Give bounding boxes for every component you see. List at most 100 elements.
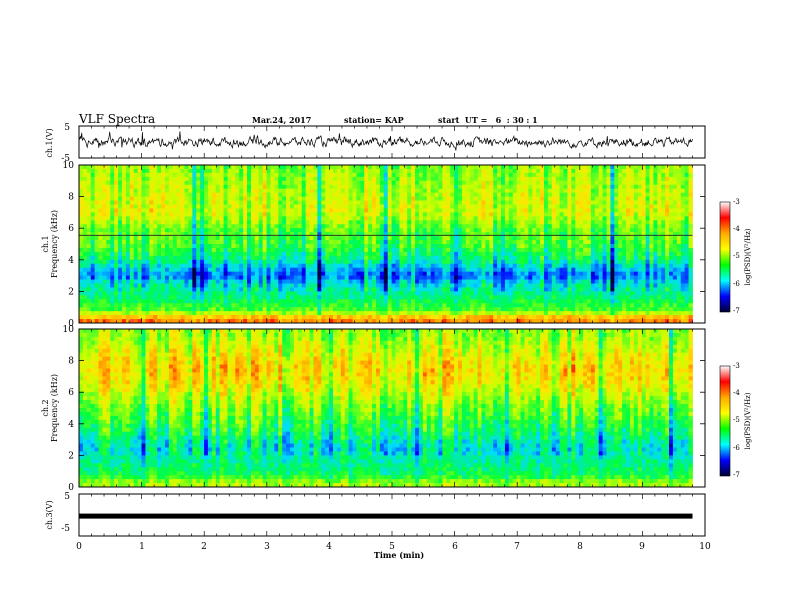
ch1-spectrogram-cell (184, 287, 189, 292)
ch1-spectrogram-cell (102, 192, 107, 197)
ch1-spectrogram-cell (211, 192, 217, 197)
ch1-spectrogram-cell (461, 232, 467, 237)
ch1-spectrogram-cell (192, 212, 197, 217)
ch1-spectrogram-cell (321, 228, 326, 233)
ch1-spectrogram-cell (379, 236, 385, 241)
ch1-spectrogram-cell (129, 263, 135, 269)
ch1-spectrogram-cell (164, 263, 170, 269)
ch1-spectrogram-cell (594, 168, 600, 174)
ch1-spectrogram-cell (211, 240, 217, 245)
ch1-spectrogram-cell (665, 168, 670, 174)
ch1-spectrogram-cell (94, 184, 99, 190)
ch1-spectrogram-cell (375, 192, 381, 197)
ch1-spectrogram-cell (360, 275, 365, 280)
ch1-spectrogram-cell (133, 204, 139, 209)
ch1-spectrogram-cell (168, 267, 174, 273)
ch1-spectrogram-cell (305, 251, 310, 257)
ch1-spectrogram-cell (114, 283, 119, 288)
ch1-spectrogram-cell (348, 192, 353, 197)
ch1-spectrogram-cell (149, 228, 154, 233)
ch1-spectrogram-cell (438, 287, 443, 292)
ch1-spectrogram-cell (125, 259, 131, 265)
ch1-spectrogram-cell (379, 267, 385, 273)
ch1-spectrogram-cell (352, 244, 357, 249)
ch1-spectrogram-cell (153, 192, 158, 197)
ch1-spectrogram-cell (325, 259, 330, 265)
ch1-spectrogram-cell (192, 165, 197, 170)
ch1-spectrogram-cell (446, 212, 451, 217)
ch1-spectrogram-cell (215, 180, 221, 186)
ch1-spectrogram-cell (274, 204, 279, 209)
ch1-spectrogram-cell (669, 275, 674, 280)
ch1-spectrogram-cell (258, 271, 264, 276)
ch1-spectrogram-cell (512, 271, 518, 276)
ch1-spectrogram-cell (629, 208, 635, 213)
ch1-spectrogram-cell (348, 244, 353, 249)
ch1-spectrogram-cell (680, 224, 686, 229)
ch1-spectrogram-cell (145, 188, 150, 194)
ch1-spectrogram-cell (528, 168, 533, 174)
ch1-spectrogram-cell (415, 188, 420, 194)
ch1-spectrogram-cell (192, 240, 197, 245)
ch1-spectrogram-cell (497, 275, 502, 280)
ch1-spectrogram-cell (102, 176, 107, 182)
ch1-spectrogram-cell (450, 236, 455, 241)
ch1-spectrogram-cell (629, 255, 635, 261)
ch1-spectrogram-cell (223, 224, 228, 229)
ch1-spectrogram-cell (458, 196, 463, 201)
ch1-spectrogram-cell (661, 259, 666, 265)
ch1-spectrogram-cell (415, 208, 420, 213)
ch1-spectrogram-cell (629, 283, 635, 288)
ch1-spectrogram-cell (188, 271, 193, 276)
ch1-spectrogram-cell (504, 224, 510, 229)
ch1-spectrogram-cell (684, 247, 689, 253)
ch1-spectrogram-cell (372, 212, 377, 217)
ch1-spectrogram-cell (653, 220, 658, 225)
ch1-spectrogram-cell (547, 283, 553, 288)
ch1-spectrogram-cell (90, 220, 96, 225)
ch1-spectrogram-cell (125, 283, 131, 288)
ch1-spectrogram-cell (317, 263, 322, 269)
ch1-spectrogram-cell (504, 267, 510, 273)
ch1-spectrogram-cell (180, 267, 185, 273)
ch1-spectrogram-cell (387, 240, 392, 245)
ch1-spectrogram-cell (82, 212, 88, 217)
ch1-spectrogram-cell (207, 236, 213, 241)
ch1-spectrogram-cell (278, 176, 283, 182)
ch1-spectrogram-cell (188, 180, 193, 186)
ch1-spectrogram-cell (235, 188, 240, 194)
ch1-spectrogram-cell (618, 176, 623, 182)
ch1-spectrogram-cell (317, 240, 322, 245)
ch1-spectrogram-cell (563, 204, 568, 209)
ch1-spectrogram-cell (524, 287, 529, 292)
ch1-spectrogram-cell (653, 263, 658, 269)
ch1-spectrogram-cell (586, 216, 592, 221)
ch1-spectrogram-cell (372, 224, 377, 229)
ch1-spectrogram-cell (157, 244, 162, 249)
ch1-spectrogram-cell (602, 236, 607, 241)
ch1-spectrogram-cell (161, 279, 166, 284)
ch1-spectrogram-cell (622, 165, 627, 170)
ch1-spectrogram-cell (610, 251, 615, 257)
ch1-spectrogram-cell (250, 224, 256, 229)
ch1-spectrogram-cell (301, 176, 307, 182)
ch1-spectrogram-cell (626, 220, 631, 225)
ch1-spectrogram-cell (204, 251, 209, 257)
ch1-spectrogram-cell (418, 255, 424, 261)
ch1-spectrogram-cell (329, 184, 334, 190)
ch1-spectrogram-cell (94, 224, 99, 229)
ch1-spectrogram-cell (262, 240, 267, 245)
ch1-spectrogram-cell (583, 165, 588, 170)
ch1-spectrogram-cell (434, 236, 439, 241)
ch1-spectrogram-cell (286, 228, 291, 233)
ch1-spectrogram-cell (368, 283, 373, 288)
ch1-spectrogram-cell (407, 168, 412, 174)
ch1-spectrogram-cell (149, 220, 154, 225)
ch1-spectrogram-cell (313, 244, 318, 249)
ch1-spectrogram-cell (547, 216, 553, 221)
ch1-spectrogram-cell (176, 184, 181, 190)
ch1-spectrogram-cell (227, 168, 232, 174)
ch1-spectrogram-cell (403, 283, 408, 288)
ch1-spectrogram-cell (270, 251, 275, 257)
ch1-spectrogram-cell (258, 240, 264, 245)
